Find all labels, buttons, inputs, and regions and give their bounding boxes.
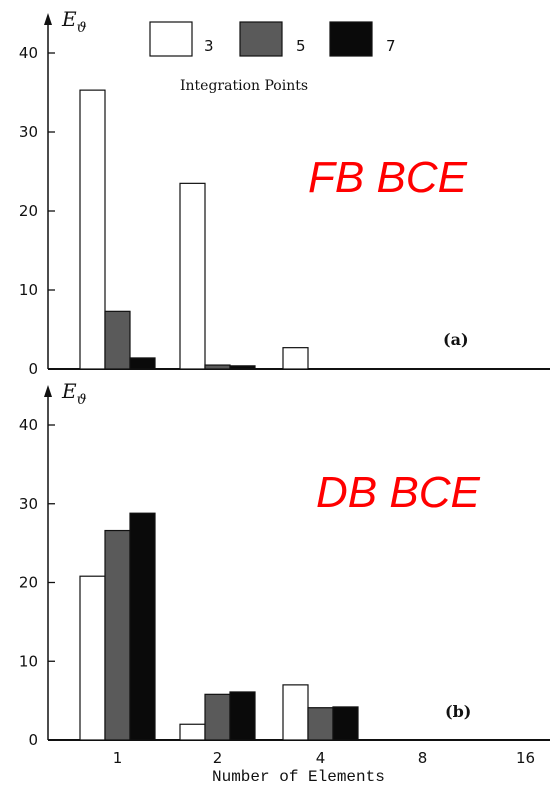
legend-swatch-5 — [239, 21, 283, 57]
y-tick-label-b: 20 — [19, 574, 38, 592]
annotation-fb-bce: FB BCE — [308, 153, 468, 202]
y-tick-label-a: 40 — [19, 44, 38, 62]
bar-b-1-series-3 — [79, 575, 106, 741]
bar-a-1-series-7 — [129, 357, 156, 370]
x-axis-title: Number of Elements — [212, 768, 385, 786]
bar-a-1-series-3 — [79, 89, 106, 370]
bar-b-1-series-5 — [104, 529, 131, 741]
y-tick-label-b: 10 — [19, 652, 38, 670]
chart-marks: Eϑ 0 10 20 30 40 Eϑ 0 10 20 30 40 1 2 4 8 16 — [19, 7, 550, 767]
y-axis-arrow-a — [44, 13, 52, 25]
panel-label-a: (a) — [443, 330, 469, 349]
bar-b-2-series-7 — [229, 691, 256, 741]
x-tick-label: 2 — [213, 749, 223, 767]
bar-a-2-series-5 — [204, 364, 231, 370]
bar-a-1-series-5 — [104, 310, 131, 370]
y-tick-label-b: 0 — [28, 731, 38, 749]
legend-label-7: 7 — [386, 37, 396, 55]
bar-b-2-series-5 — [204, 693, 231, 741]
y-tick-label-a: 10 — [19, 281, 38, 299]
bar-a-2-series-3 — [179, 182, 206, 370]
bar-a-4-series-3 — [282, 347, 309, 370]
y-tick-label-a: 30 — [19, 123, 38, 141]
legend-swatch-3 — [149, 21, 193, 57]
bar-b-4-series-7 — [332, 706, 359, 741]
y-tick-label-b: 40 — [19, 416, 38, 434]
bar-a-2-series-7 — [229, 365, 256, 370]
bar-b-1-series-7 — [129, 512, 156, 741]
panel-label-b: (b) — [445, 702, 471, 721]
legend: 3 5 7 Integration Points — [149, 21, 396, 94]
y-tick-label-a: 0 — [28, 360, 38, 378]
legend-label-5: 5 — [296, 37, 306, 55]
x-tick-label: 4 — [316, 749, 326, 767]
y-axis-arrow-b — [44, 385, 52, 397]
legend-label-3: 3 — [204, 37, 214, 55]
y-tick-label-a: 20 — [19, 202, 38, 220]
legend-swatch-7 — [329, 21, 373, 57]
y-axis-title-a: Eϑ — [61, 7, 87, 36]
y-tick-label-b: 30 — [19, 495, 38, 513]
legend-title: Integration Points — [180, 78, 308, 94]
x-tick-label: 16 — [516, 749, 535, 767]
x-tick-label: 8 — [418, 749, 428, 767]
y-axis-title-b: Eϑ — [61, 379, 87, 408]
bar-b-4-series-5 — [307, 707, 334, 741]
annotation-db-bce: DB BCE — [316, 468, 480, 517]
bar-b-4-series-3 — [282, 684, 309, 741]
bar-b-2-series-3 — [179, 723, 206, 741]
x-tick-label: 1 — [113, 749, 123, 767]
